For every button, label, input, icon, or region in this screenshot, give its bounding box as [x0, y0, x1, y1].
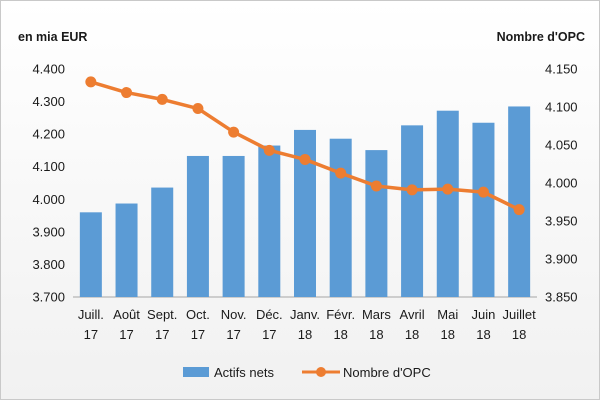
left-tick-label: 3.800 [32, 257, 65, 272]
bar-actifs-nets [329, 138, 352, 297]
category-year-label: 17 [84, 327, 98, 342]
category-year-label: 18 [333, 327, 347, 342]
point-nombre-opc [370, 180, 382, 192]
legend-label-nombre-opc: Nombre d'OPC [343, 365, 431, 380]
legend-swatch-actifs-nets [183, 367, 209, 377]
category-year-label: 18 [512, 327, 526, 342]
category-year-label: 17 [226, 327, 240, 342]
legend-marker-nombre-opc [316, 367, 326, 377]
category-year-label: 18 [405, 327, 419, 342]
category-month-label: Oct. [186, 307, 210, 322]
bar-actifs-nets [258, 145, 281, 297]
bar-actifs-nets [401, 125, 424, 297]
category-year-label: 18 [441, 327, 455, 342]
category-month-label: Juillet [503, 307, 537, 322]
right-tick-label: 3.850 [545, 290, 578, 305]
left-tick-label: 3.900 [32, 224, 65, 239]
point-nombre-opc [85, 76, 97, 88]
category-month-label: Avril [400, 307, 425, 322]
right-tick-label: 3.950 [545, 214, 578, 229]
category-year-label: 18 [369, 327, 383, 342]
category-year-label: 17 [191, 327, 205, 342]
category-month-label: Nov. [221, 307, 247, 322]
category-month-label: Juill. [78, 307, 104, 322]
category-year-label: 17 [155, 327, 169, 342]
right-tick-label: 4.100 [545, 100, 578, 115]
category-month-label: Janv. [290, 307, 320, 322]
point-nombre-opc [477, 186, 489, 198]
point-nombre-opc [335, 167, 347, 179]
bar-actifs-nets [115, 203, 138, 297]
category-month-label: Juin [472, 307, 496, 322]
bar-actifs-nets [472, 122, 495, 297]
left-tick-label: 4.100 [32, 159, 65, 174]
category-month-label: Août [113, 307, 140, 322]
point-nombre-opc [192, 103, 204, 115]
category-month-label: Sept. [147, 307, 177, 322]
point-nombre-opc [406, 184, 418, 196]
bar-actifs-nets [151, 187, 174, 297]
right-tick-label: 4.150 [545, 62, 578, 77]
left-tick-label: 3.700 [32, 290, 65, 305]
right-axis-title: Nombre d'OPC [497, 30, 585, 44]
point-nombre-opc [121, 87, 133, 99]
legend: Actifs nets Nombre d'OPC [183, 365, 431, 380]
bar-actifs-nets [508, 106, 531, 297]
left-tick-label: 4.300 [32, 94, 65, 109]
right-tick-label: 4.000 [545, 176, 578, 191]
left-tick-label: 4.000 [32, 192, 65, 207]
bar-actifs-nets [222, 155, 245, 297]
category-year-label: 17 [119, 327, 133, 342]
bar-actifs-nets [436, 110, 459, 297]
category-labels: Juill. 17 Août 17 Sept. 17 Oct. 17 Nov. 17 Déc. 17 J… [78, 307, 536, 342]
point-nombre-opc [442, 183, 454, 195]
right-tick-label: 4.050 [545, 138, 578, 153]
left-tick-label: 4.200 [32, 127, 65, 142]
line-series [85, 76, 525, 216]
category-year-label: 18 [476, 327, 490, 342]
legend-label-actifs-nets: Actifs nets [214, 365, 274, 380]
bar-actifs-nets [365, 150, 388, 297]
point-nombre-opc [228, 126, 240, 138]
bar-actifs-nets [79, 212, 102, 297]
left-axis-title: en mia EUR [18, 30, 87, 44]
category-year-label: 18 [298, 327, 312, 342]
bar-series [79, 106, 531, 297]
category-month-label: Mars [362, 307, 391, 322]
left-tick-label: 4.400 [32, 62, 65, 77]
bar-actifs-nets [294, 129, 316, 297]
point-nombre-opc [299, 153, 311, 165]
point-nombre-opc [156, 93, 168, 105]
right-axis-ticks: 3.850 3.900 3.950 4.000 4.050 4.100 4.150 [545, 62, 578, 305]
left-axis-ticks: 3.700 3.800 3.900 4.000 4.100 4.200 4.300 4.400 [32, 62, 65, 305]
point-nombre-opc [513, 204, 525, 216]
right-tick-label: 3.900 [545, 252, 578, 267]
category-month-label: Déc. [256, 307, 283, 322]
category-month-label: Févr. [326, 307, 355, 322]
category-month-label: Mai [437, 307, 458, 322]
category-year-label: 17 [262, 327, 276, 342]
point-nombre-opc [263, 144, 275, 156]
bar-actifs-nets [186, 155, 209, 297]
